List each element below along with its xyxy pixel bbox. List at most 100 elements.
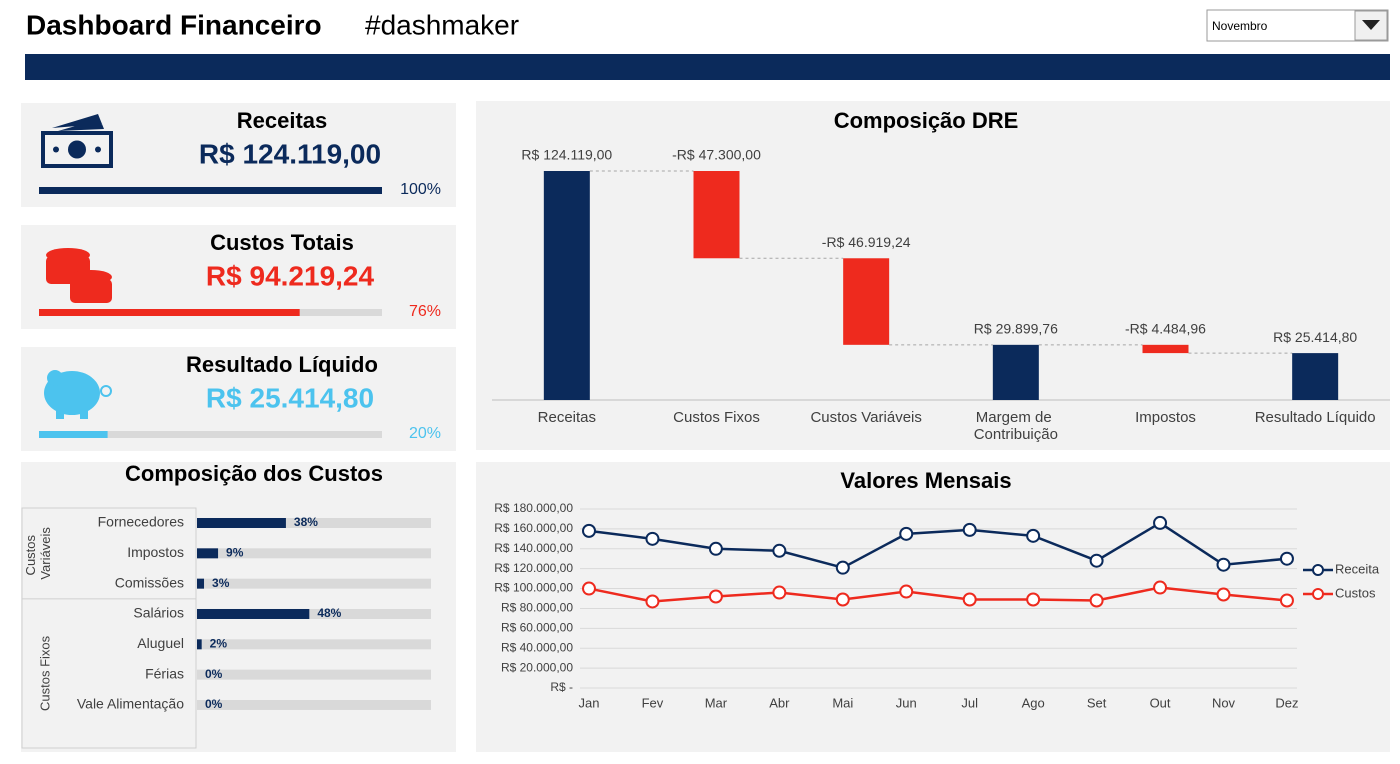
kpi-title: Receitas (237, 108, 328, 133)
x-tick-label: Jul (961, 695, 978, 710)
category-label: Vale Alimentação (77, 696, 184, 712)
kpi-title: Resultado Líquido (186, 352, 378, 377)
panel (476, 101, 1390, 450)
point (835, 592, 850, 607)
y-tick-label: R$ 80.000,00 (501, 601, 573, 615)
point (1216, 557, 1231, 572)
data-label: 48% (317, 606, 341, 620)
x-tick-label: Jun (896, 695, 917, 710)
page-title: Dashboard Financeiro (26, 9, 322, 40)
bar (543, 171, 590, 400)
piggy-icon (44, 370, 112, 419)
bar-track (197, 639, 431, 650)
bar-track (197, 548, 431, 559)
y-tick-label: R$ 140.000,00 (494, 541, 573, 555)
point (645, 594, 660, 609)
data-label: R$ 29.899,76 (974, 321, 1058, 337)
data-label: R$ 25.414,80 (1273, 329, 1357, 345)
point (962, 592, 977, 607)
category-label: Férias (145, 665, 184, 681)
x-tick-label: Custos Variáveis (810, 409, 921, 426)
point (1026, 592, 1041, 607)
bar (197, 548, 219, 559)
bar (197, 518, 286, 528)
bar (1142, 344, 1189, 354)
x-tick-label: Set (1087, 695, 1107, 710)
point (708, 589, 723, 604)
dropdown-value[interactable]: Novembro (1212, 19, 1268, 33)
data-label: -R$ 4.484,96 (1125, 321, 1206, 337)
bar (197, 578, 205, 589)
point (1026, 528, 1041, 543)
bar-track (197, 578, 431, 589)
y-tick-label: R$ - (550, 680, 573, 694)
kpi-value: R$ 94.219,24 (206, 260, 375, 291)
series-line (588, 521, 1288, 570)
bar-track (197, 518, 431, 528)
bar (197, 608, 310, 619)
y-tick-label: R$ 20.000,00 (501, 660, 573, 674)
group-label: Custos Fixos (37, 635, 52, 711)
point (772, 585, 787, 600)
group-box (21, 507, 197, 749)
x-tick-label: Dez (1275, 695, 1298, 710)
point (1279, 593, 1294, 608)
kpi-value: R$ 25.414,80 (206, 382, 374, 413)
x-tick-label: Receitas (538, 409, 596, 426)
category-label: Comissões (115, 574, 184, 590)
x-tick-label: Fev (642, 695, 664, 710)
legend-label: Custos (1335, 585, 1376, 600)
data-label: 9% (226, 546, 244, 560)
month-dropdown[interactable]: Novembro (1206, 9, 1389, 42)
x-tick-label: Abr (769, 695, 790, 710)
point (1153, 515, 1168, 530)
kpi-bar (39, 431, 108, 438)
kpi-percent: 20% (409, 425, 441, 442)
panel (476, 462, 1390, 752)
data-label: -R$ 47.300,00 (672, 147, 761, 163)
category-label: Aluguel (137, 635, 184, 651)
chart-title: Composição DRE (834, 108, 1019, 133)
dropdown-arrow[interactable] (1362, 20, 1380, 30)
x-tick-label: Margem de Contribuição (974, 409, 1058, 443)
kpi-bar (39, 309, 300, 316)
kpi-value: R$ 124.119,00 (199, 138, 381, 169)
data-label: 3% (212, 576, 230, 590)
header-band (25, 54, 1390, 80)
coins-icon (46, 248, 112, 303)
data-label: 0% (205, 697, 223, 711)
bar (693, 171, 740, 259)
legend-label: Receita (1335, 561, 1380, 576)
data-label: -R$ 46.919,24 (822, 234, 911, 250)
x-tick-label: Resultado Líquido (1255, 409, 1376, 426)
point (772, 543, 787, 558)
data-label: 2% (210, 636, 228, 650)
y-tick-label: R$ 100.000,00 (494, 581, 573, 595)
data-label: 38% (294, 515, 318, 529)
bar (197, 639, 202, 650)
point (835, 560, 850, 575)
bar (1292, 353, 1339, 400)
x-tick-label: Jan (579, 695, 600, 710)
chart-title: Composição dos Custos (125, 461, 383, 486)
data-label: 0% (205, 667, 223, 681)
x-tick-label: Ago (1022, 695, 1045, 710)
kpi-percent: 76% (409, 303, 441, 320)
kpi-percent: 100% (400, 181, 441, 198)
bar-track (197, 699, 431, 710)
point (962, 522, 977, 537)
point (582, 581, 596, 596)
bar-track (197, 669, 431, 680)
point (582, 523, 596, 538)
y-tick-label: R$ 120.000,00 (494, 561, 573, 575)
point (899, 584, 914, 599)
x-tick-label: Nov (1212, 695, 1236, 710)
series-line (588, 586, 1288, 603)
point (899, 526, 914, 541)
kpi-title: Custos Totais (210, 230, 354, 255)
point (645, 531, 660, 546)
x-tick-label: Out (1150, 695, 1171, 710)
point (1153, 580, 1168, 595)
point (708, 541, 723, 556)
